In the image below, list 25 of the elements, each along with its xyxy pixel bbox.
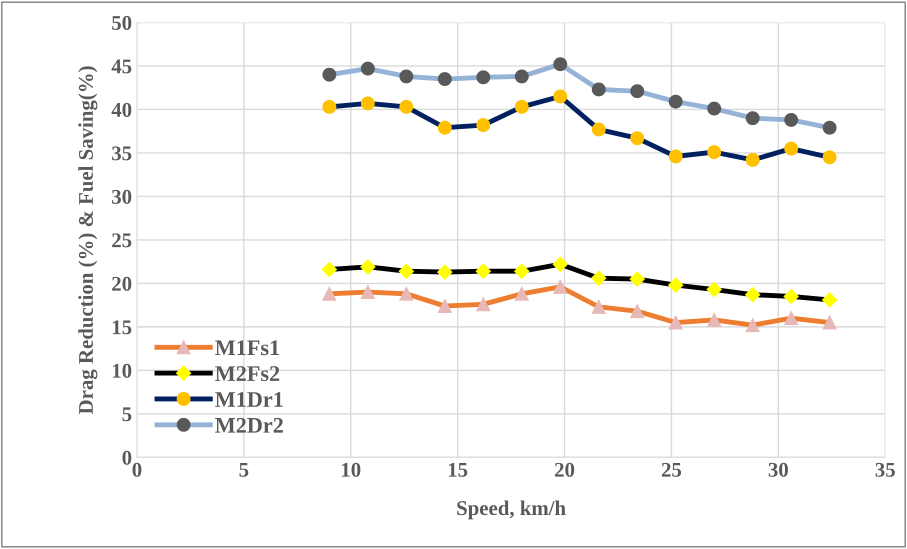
y-tick-label: 5: [122, 407, 132, 422]
legend-label: M1Dr1: [215, 392, 283, 407]
x-tick-label: 30: [768, 462, 788, 477]
y-tick-label: 40: [112, 102, 132, 117]
x-tick-label: 0: [132, 462, 142, 477]
legend-label: M2Dr2: [215, 418, 283, 433]
y-axis-title: Drag Reduction (%) & Fuel Saving(%): [78, 66, 98, 414]
y-tick-label: 30: [112, 190, 132, 204]
legend-label: M2Fs2: [215, 366, 280, 382]
x-axis-title: Speed, km/h: [457, 500, 566, 520]
x-tick-label: 15: [448, 462, 468, 477]
legend-label: M1Fs1: [215, 340, 280, 356]
x-tick-label: 5: [239, 462, 248, 477]
x-tick-label: 25: [662, 462, 682, 477]
x-tick-label: 10: [342, 462, 360, 477]
y-tick-label: 50: [112, 16, 132, 30]
y-tick-label: 35: [112, 146, 132, 160]
y-tick-label: 0: [122, 450, 132, 465]
y-tick-label: 25: [112, 233, 132, 248]
y-tick-label: 10: [112, 364, 132, 378]
y-tick-label: 20: [112, 276, 132, 291]
y-tick-label: 15: [112, 320, 132, 334]
y-tick-label: 45: [112, 60, 132, 74]
x-tick-label: 20: [555, 462, 574, 477]
x-tick-label: 35: [876, 462, 895, 477]
